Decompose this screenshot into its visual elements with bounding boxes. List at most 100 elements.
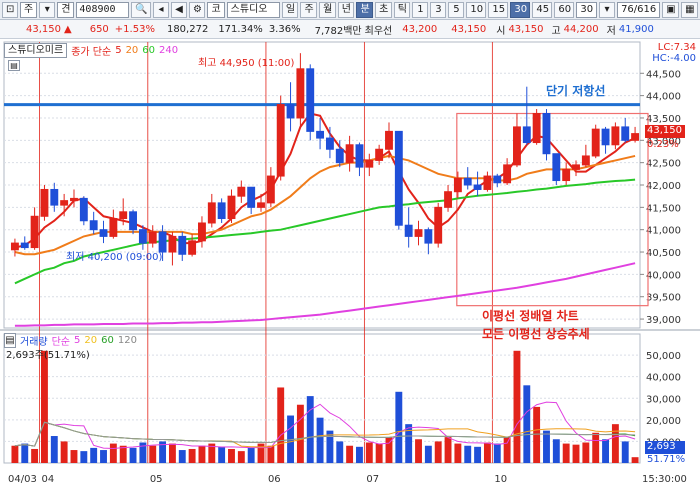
quote-strip: 43,150 ▲ 650 +1.53% 180,272 171.34% 3.36… xyxy=(0,20,700,39)
volume-bar xyxy=(208,443,216,463)
ma20-line xyxy=(14,154,636,256)
candle xyxy=(70,197,78,202)
candle xyxy=(434,206,443,244)
candle xyxy=(621,126,630,141)
interval-3[interactable]: 3 xyxy=(430,1,447,18)
volume-bar xyxy=(80,451,88,463)
interval-1[interactable]: 1 xyxy=(412,1,429,18)
volume-bar xyxy=(483,442,491,463)
chart-area[interactable]: 44,500 44,000 43,500 43,000 42,500 42,000 41,5… xyxy=(0,40,700,485)
vol-ma5-line xyxy=(14,401,636,450)
volume-bar xyxy=(326,430,334,463)
candle xyxy=(542,113,551,155)
period-month[interactable]: 월 xyxy=(319,1,336,18)
volume-bar xyxy=(149,445,157,463)
lock-icon[interactable]: ▣ xyxy=(662,1,680,18)
prev-icon[interactable]: ◂ xyxy=(153,1,170,18)
high-value: 44,200 xyxy=(563,23,599,35)
candle xyxy=(296,68,305,119)
volume-bar xyxy=(316,417,324,463)
volume-bar xyxy=(385,437,393,463)
volume-bar xyxy=(159,441,167,463)
ma60-line xyxy=(14,178,636,285)
annotation-line1: 이평선 정배열 차트 xyxy=(482,309,579,323)
price-chart[interactable]: 44,500 44,000 43,500 43,000 42,500 42,000 41,5… xyxy=(0,40,700,485)
volume-bar xyxy=(424,445,432,463)
interval-45[interactable]: 45 xyxy=(532,1,553,18)
period-year[interactable]: 년 xyxy=(337,1,355,18)
interval-30[interactable]: 30 xyxy=(510,1,531,18)
chart-menu-button[interactable]: ⊡ xyxy=(2,1,18,18)
ma240-line xyxy=(14,262,636,327)
candle xyxy=(493,175,502,184)
price-tick-label: 44,500 xyxy=(646,69,681,80)
interval-15[interactable]: 15 xyxy=(488,1,509,18)
volume-bar xyxy=(109,443,117,463)
period-second[interactable]: 초 xyxy=(375,1,392,18)
vol-ma5-label: 5 xyxy=(74,335,81,346)
candle xyxy=(365,159,374,168)
name-market-badge: 코 xyxy=(207,1,225,18)
period-week[interactable]: 주 xyxy=(300,1,318,18)
volume-bar xyxy=(257,443,265,463)
vol-ma120-label: 120 xyxy=(117,335,137,346)
chevron-down-icon[interactable]: ▾ xyxy=(39,1,56,18)
change-percent: +1.53% xyxy=(114,23,155,35)
toolbar: ⊡ 주 ▾ 견 408900 🔍 ◂ ◀ ⚙ 코 스튜디오미 일 주 월 년 분… xyxy=(0,0,700,20)
volume-bar xyxy=(21,443,29,463)
period-tick[interactable]: 틱 xyxy=(393,1,411,18)
vol-ma-label: 단순 xyxy=(51,337,71,348)
price-tick-label: 42,000 xyxy=(646,181,681,192)
price-type-select[interactable]: 견 xyxy=(57,1,75,18)
interval-60[interactable]: 60 xyxy=(554,1,575,18)
volume-last-box: 2,693 xyxy=(645,441,685,454)
volume-bar xyxy=(533,406,541,463)
x-axis-label: 04 xyxy=(42,474,55,485)
stock-name-box[interactable]: 스튜디오미르 xyxy=(4,43,68,58)
candle xyxy=(60,200,69,206)
count-select[interactable]: 30 xyxy=(576,1,598,18)
interval-10[interactable]: 10 xyxy=(466,1,487,18)
low-label: 저 xyxy=(606,25,616,37)
ma240-label: 240 xyxy=(159,45,179,56)
candle xyxy=(10,242,19,251)
chevron-down-icon[interactable]: ▾ xyxy=(599,1,616,18)
volume-bar xyxy=(11,445,19,463)
collapse-icon[interactable]: ▤ xyxy=(8,60,20,71)
price-legend: 스튜디오미르 종가 단순 5 20 60 240 xyxy=(4,43,178,58)
price-tick-label: 43,500 xyxy=(646,114,681,125)
market-select[interactable]: 주 xyxy=(20,1,38,18)
candle xyxy=(129,211,137,231)
speaker-icon[interactable]: ◀ xyxy=(171,1,188,18)
volume-tick-label: 40,000 xyxy=(646,373,681,384)
candle xyxy=(257,202,265,208)
candle xyxy=(463,177,472,186)
volume-bar xyxy=(375,443,383,463)
volume-bar xyxy=(178,450,186,463)
volume-bar xyxy=(70,450,78,463)
code-input[interactable]: 408900 xyxy=(76,1,130,18)
volume-bar xyxy=(267,445,275,463)
interval-5[interactable]: 5 xyxy=(448,1,465,18)
volume-bar xyxy=(631,457,639,463)
open-label: 시 xyxy=(496,25,506,37)
period-day[interactable]: 일 xyxy=(281,1,299,18)
volume-bar xyxy=(119,445,127,463)
volume-tick-label: 30,000 xyxy=(646,394,681,405)
price-tick-label: 41,500 xyxy=(646,203,681,214)
volume-bar xyxy=(41,350,48,463)
x-axis-label: 06 xyxy=(268,474,281,485)
last-price-box: 43,150 xyxy=(645,125,685,138)
volume-bar xyxy=(395,391,403,463)
settings-icon[interactable]: ⚙ xyxy=(189,1,206,18)
collapse-icon[interactable]: ▤ xyxy=(4,333,16,348)
grid-icon[interactable]: ▦ xyxy=(681,1,699,18)
ma5-label: 5 xyxy=(115,45,122,56)
volume-bar xyxy=(415,439,422,463)
search-icon[interactable]: 🔍 xyxy=(131,1,152,18)
volume-bar xyxy=(90,447,98,463)
volume-bar xyxy=(218,446,226,463)
volume-bar xyxy=(365,442,373,463)
period-minute[interactable]: 분 xyxy=(356,1,374,18)
candle xyxy=(581,155,590,166)
